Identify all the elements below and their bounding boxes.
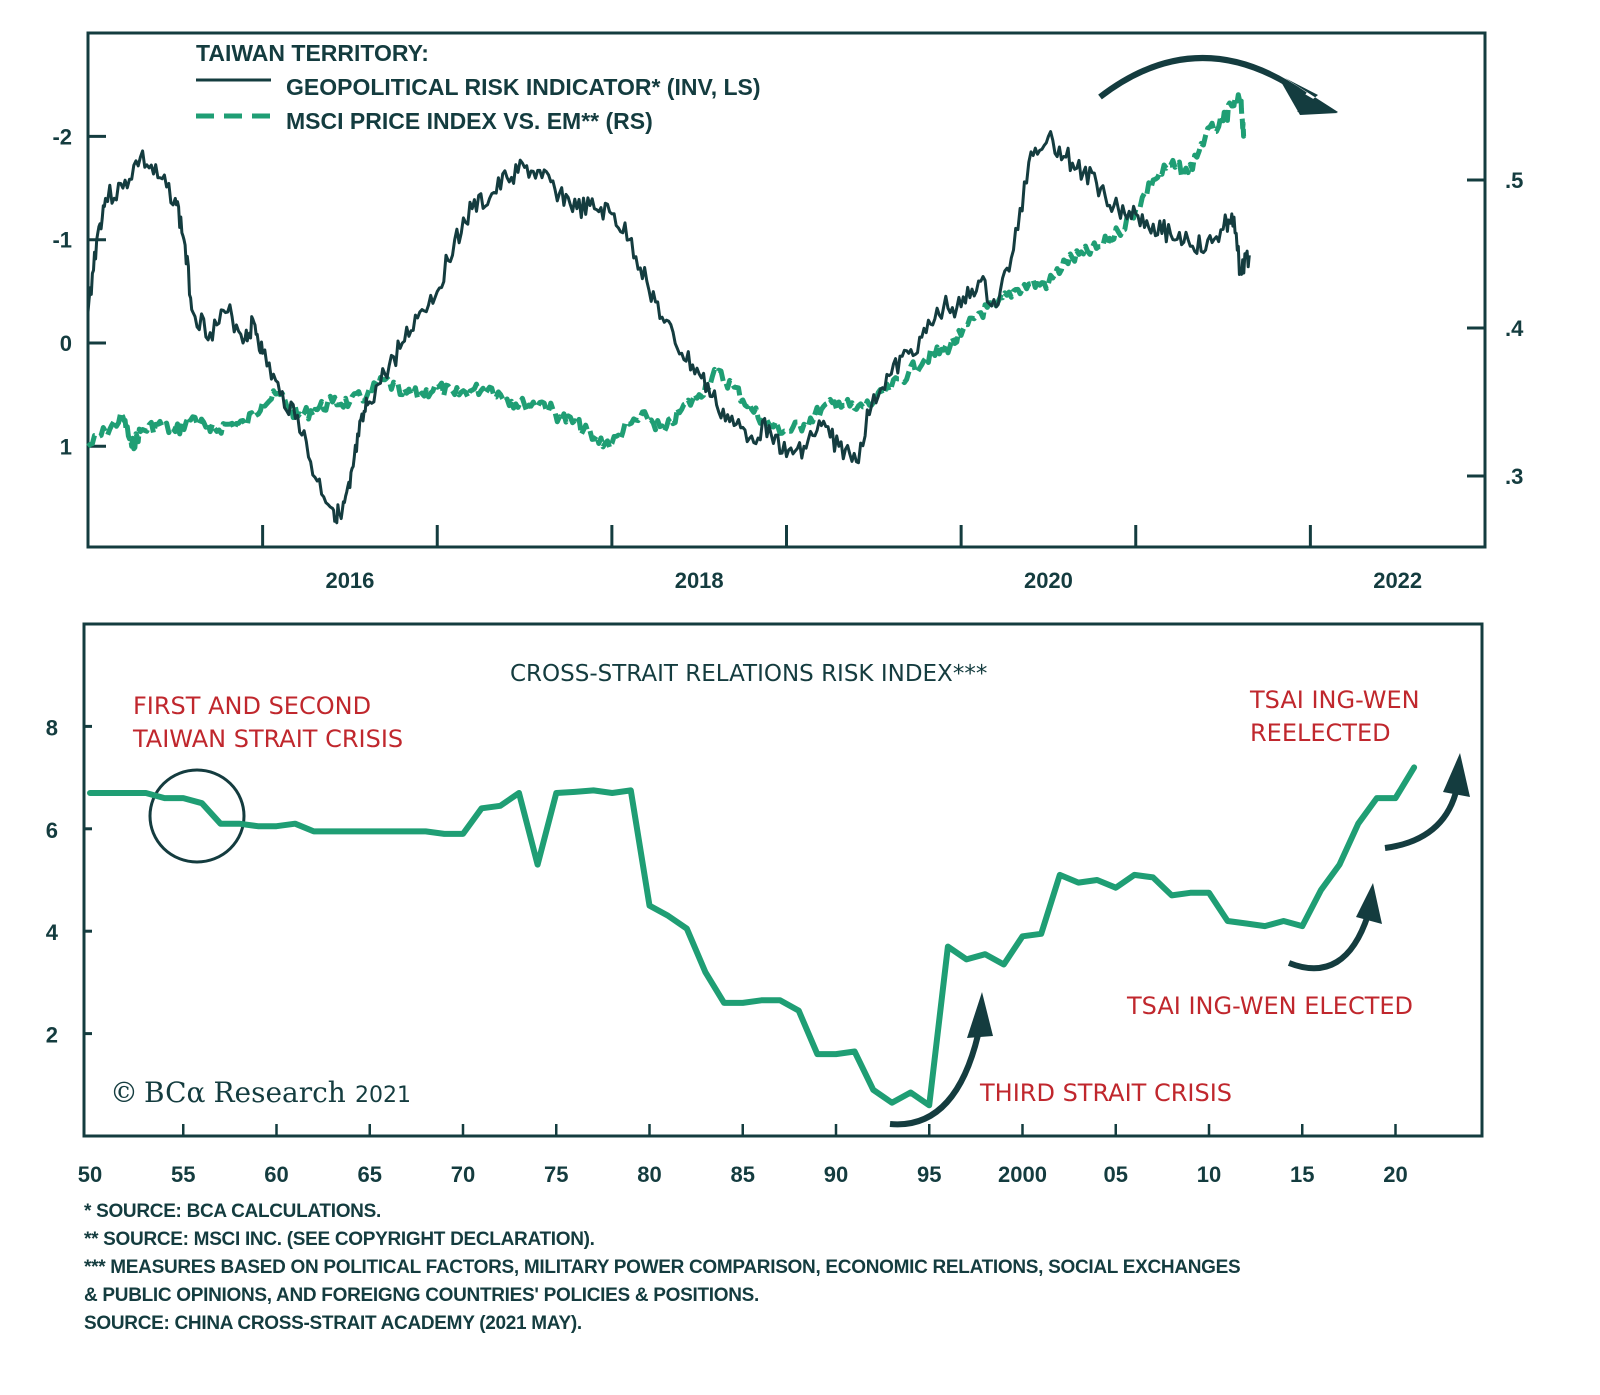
arrow-tsai-elected-icon: [1287, 883, 1382, 972]
crisis-circle-marker: [148, 768, 246, 864]
x-tick-label: 2016: [325, 568, 374, 593]
footnote-4: & PUBLIC OPINIONS, AND FOREIGNG COUNTRIE…: [84, 1285, 760, 1306]
y-left-tick-label: 0: [60, 331, 72, 356]
arrow-tsai-reelected-icon: [1384, 753, 1470, 851]
x-tick-label: 60: [264, 1162, 288, 1187]
y-right-tick-label: .3: [1505, 464, 1523, 489]
top-series: [86, 92, 1251, 525]
footnote-1: * SOURCE: BCA CALCULATIONS.: [84, 1201, 381, 1222]
annotation-first-second-crisis-line1: FIRST AND SECOND: [133, 692, 371, 720]
series-geopolitical-risk: [86, 130, 1251, 525]
x-tick-label: 2000: [998, 1162, 1047, 1187]
legend-title: TAIWAN TERRITORY:: [196, 40, 429, 66]
y-tick-label: 4: [46, 920, 59, 945]
x-tick-label: 2020: [1024, 568, 1073, 593]
x-tick-label: 05: [1104, 1162, 1128, 1187]
x-tick-label: 85: [731, 1162, 755, 1187]
x-tick-label: 20: [1383, 1162, 1407, 1187]
x-tick-label: 50: [78, 1162, 102, 1187]
x-tick-label: 15: [1290, 1162, 1314, 1187]
x-tick-label: 90: [824, 1162, 848, 1187]
legend-label-msci: MSCI PRICE INDEX VS. EM** (RS): [286, 108, 653, 134]
x-tick-label: 2022: [1373, 568, 1422, 593]
y-right-tick-label: .4: [1505, 316, 1524, 341]
legend-label-geopolitical: GEOPOLITICAL RISK INDICATOR* (INV, LS): [286, 74, 761, 100]
curved-arrow-down-icon: [1098, 55, 1338, 115]
series-msci-price-index: [86, 92, 1247, 452]
annotation-tsai-elected: TSAI ING-WEN ELECTED: [1126, 992, 1413, 1020]
bottom-axes: 50 55 60 65 70 75 80 85 90 95 2000 05 10 15 20 2 4 6 8: [46, 715, 1408, 1187]
x-tick-label: 10: [1197, 1162, 1221, 1187]
x-tick-label: 75: [544, 1162, 568, 1187]
y-right-tick-label: .5: [1505, 168, 1523, 193]
footnote-5: SOURCE: CHINA CROSS-STRAIT ACADEMY (2021…: [84, 1313, 582, 1334]
arrow-third-crisis-icon: [889, 992, 993, 1128]
bottom-series: [87, 764, 1418, 1109]
x-tick-label: 55: [171, 1162, 195, 1187]
x-tick-label: 2018: [675, 568, 724, 593]
x-tick-label: 95: [917, 1162, 941, 1187]
x-tick-label: 70: [451, 1162, 475, 1187]
annotation-tsai-reelected-line1: TSAI ING-WEN: [1249, 686, 1420, 714]
series-cross-strait-risk: [87, 764, 1418, 1109]
x-tick-label: 65: [358, 1162, 382, 1187]
y-tick-label: 6: [46, 818, 58, 843]
footnotes: * SOURCE: BCA CALCULATIONS. ** SOURCE: M…: [84, 1198, 1564, 1338]
bottom-plot-frame: [82, 622, 1484, 1138]
y-tick-label: 2: [46, 1023, 58, 1048]
annotation-third-strait-crisis: THIRD STRAIT CRISIS: [979, 1079, 1232, 1107]
y-left-tick-label: 1: [60, 434, 72, 459]
top-axes: 2016 2018 2020 2022 -2 -1 0 1 .3 .4 .5: [52, 124, 1524, 593]
footnote-3: *** MEASURES BASED ON POLITICAL FACTORS,…: [84, 1257, 1241, 1278]
y-left-tick-label: -1: [52, 228, 72, 253]
logo-brand: BCα: [144, 1076, 206, 1109]
annotation-first-second-crisis-line2: TAIWAN STRAIT CRISIS: [132, 725, 403, 753]
x-tick-label: 80: [637, 1162, 661, 1187]
logo-year: 2021: [355, 1083, 411, 1108]
bottom-chart: 50 55 60 65 70 75 80 85 90 95 2000 05 10 15 20 2 4 6 8 CRO…: [46, 622, 1484, 1187]
annotation-tsai-reelected-line2: REELECTED: [1250, 719, 1391, 747]
y-tick-label: 8: [46, 715, 58, 740]
logo-copyright: ©: [110, 1076, 138, 1109]
logo-name: Research: [213, 1076, 345, 1109]
top-chart: 2016 2018 2020 2022 -2 -1 0 1 .3 .4 .5 TAIWAN TERR…: [52, 31, 1524, 593]
bottom-chart-title: CROSS-STRAIT RELATIONS RISK INDEX***: [510, 661, 987, 687]
bca-research-logo: © BCα Research 2021: [110, 1076, 411, 1109]
y-left-tick-label: -2: [52, 124, 72, 149]
footnote-2: ** SOURCE: MSCI INC. (SEE COPYRIGHT DECL…: [84, 1229, 595, 1250]
